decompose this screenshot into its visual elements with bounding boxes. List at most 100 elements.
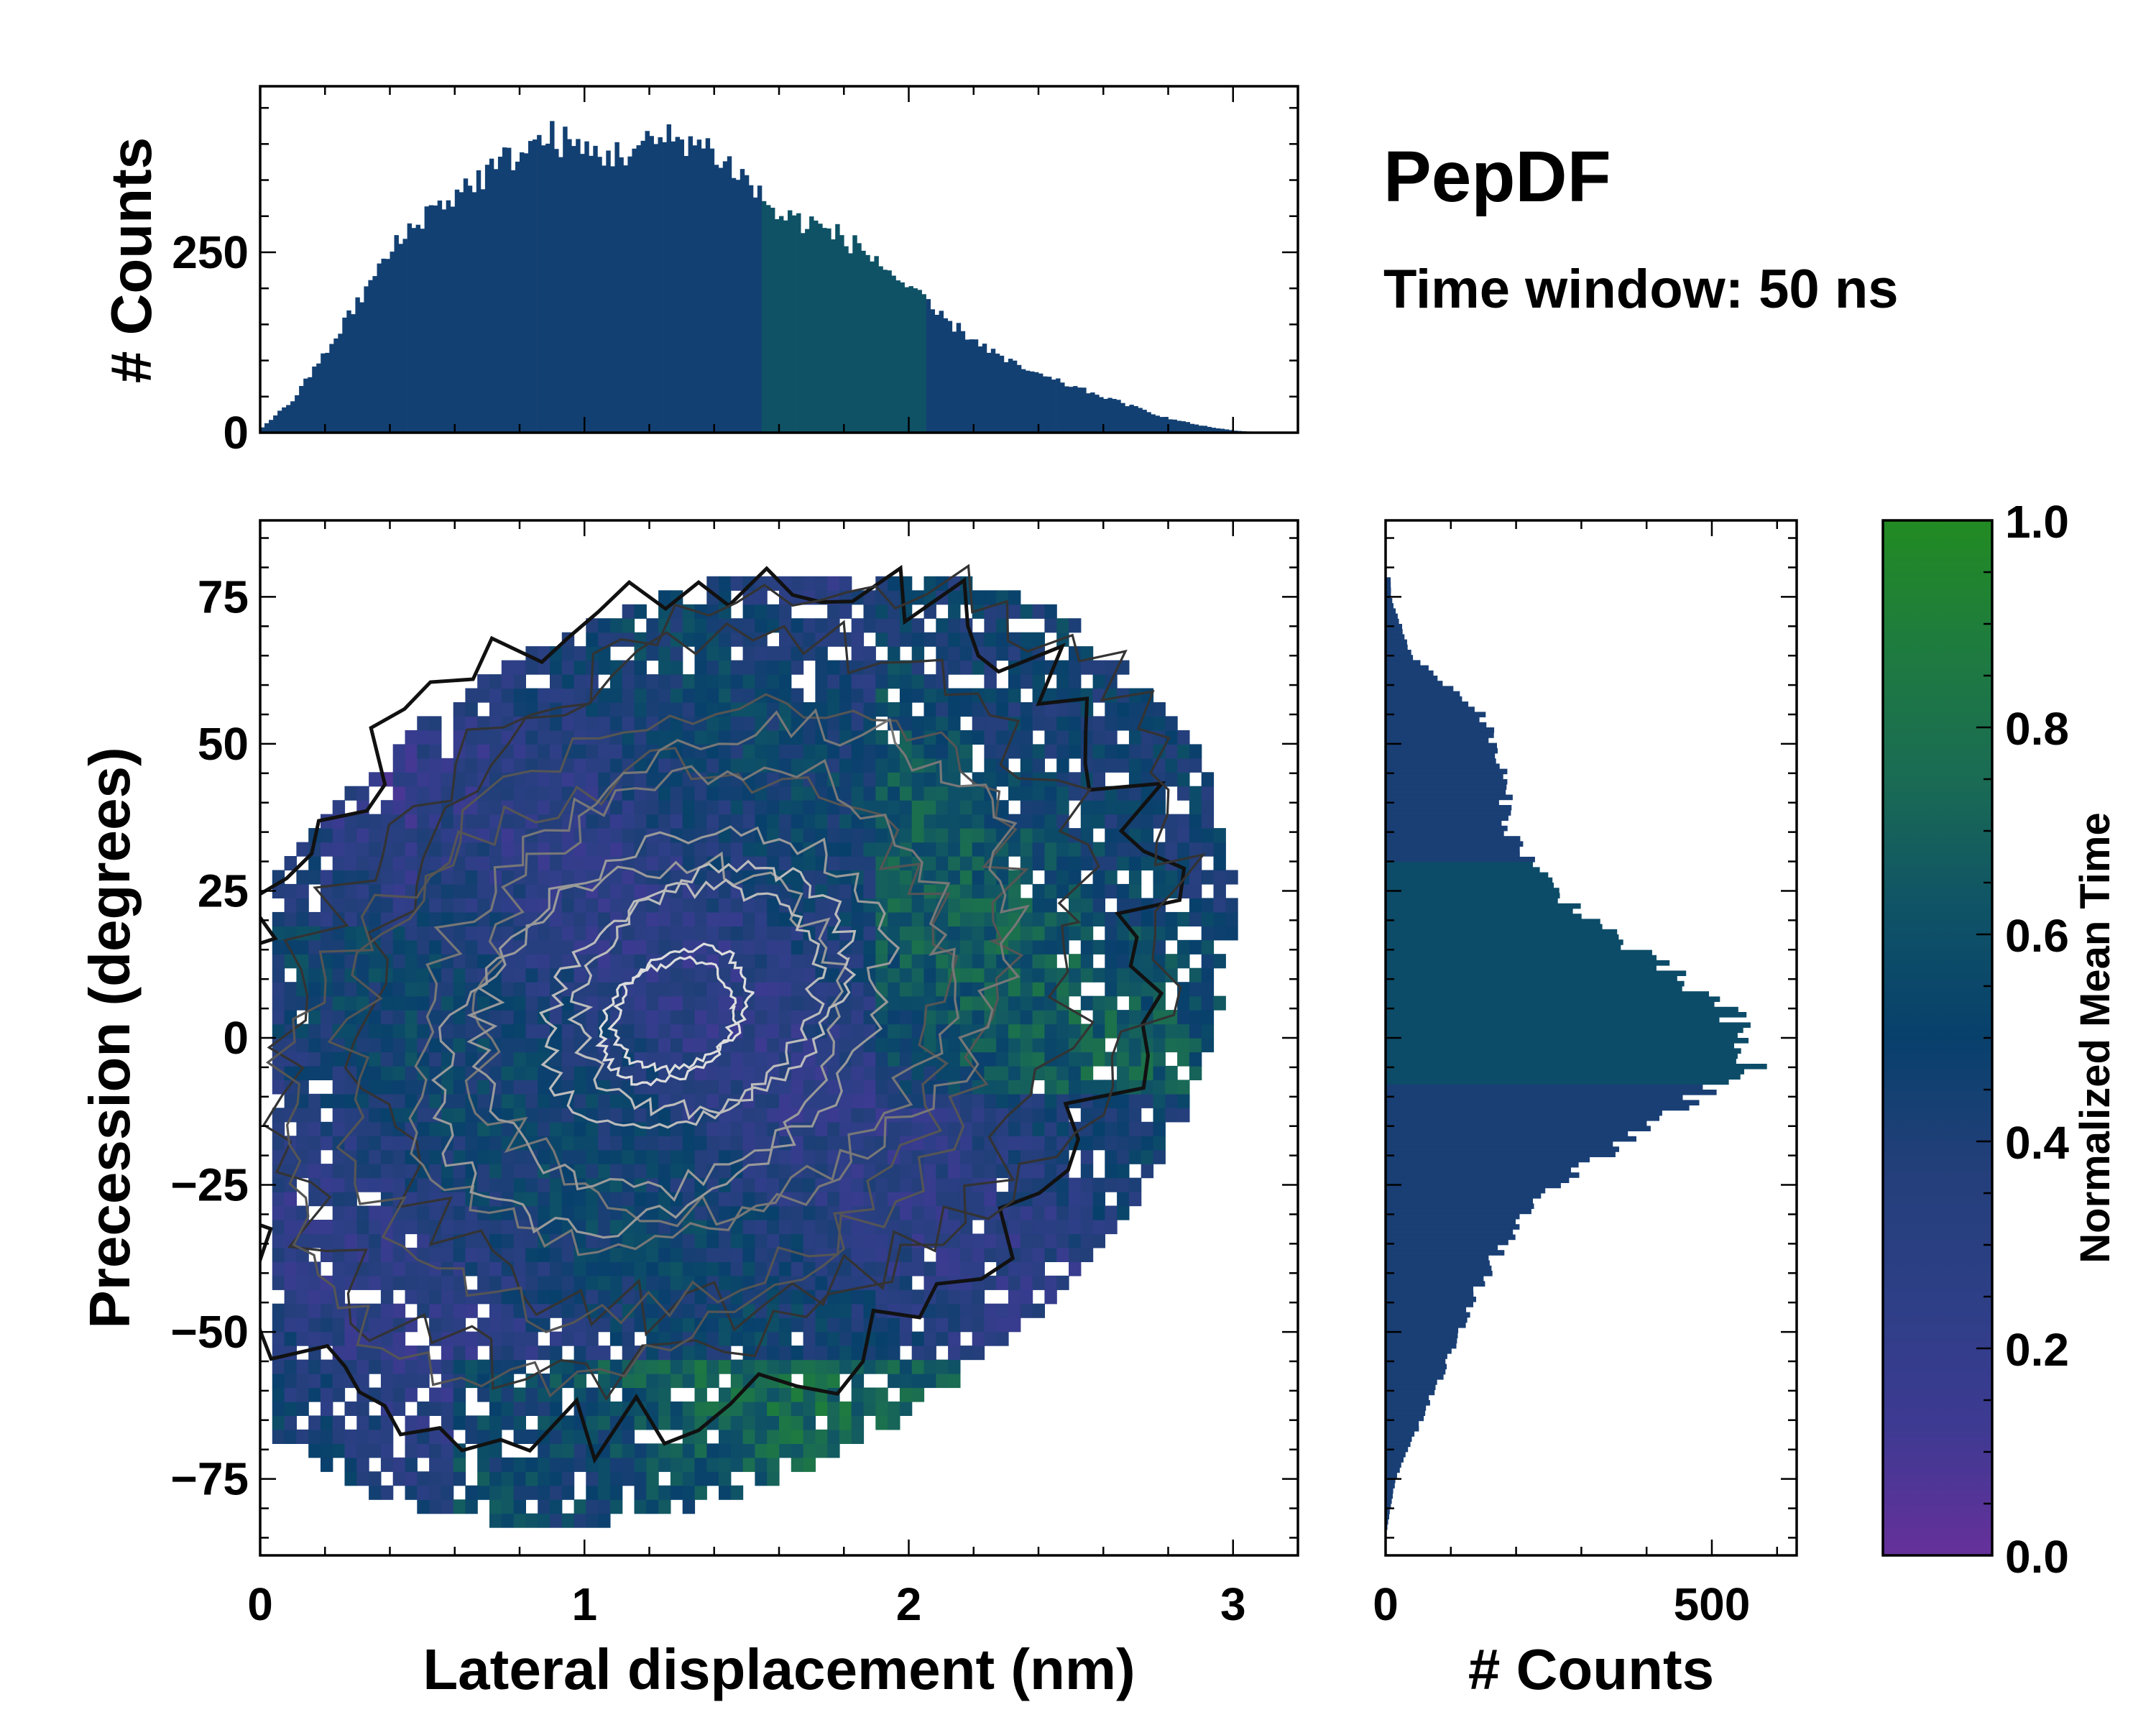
right-histogram-bar: [1386, 650, 1411, 656]
heatmap-cell: [296, 1038, 309, 1053]
heatmap-cell: [1225, 870, 1238, 885]
heatmap-cell: [851, 828, 865, 843]
heatmap-cell: [779, 1359, 792, 1374]
heatmap-cell: [465, 1220, 478, 1235]
heatmap-cell: [1020, 954, 1033, 969]
heatmap-cell: [332, 1261, 346, 1276]
heatmap-cell: [1008, 870, 1021, 885]
heatmap-cell: [513, 702, 526, 717]
heatmap-cell: [1056, 688, 1069, 703]
heatmap-cell: [622, 926, 635, 941]
heatmap-cell: [694, 1303, 707, 1318]
right-histogram-bar: [1386, 644, 1408, 650]
heatmap-cell: [453, 1387, 466, 1402]
heatmap-cell: [417, 1038, 430, 1053]
heatmap-cell: [392, 1261, 406, 1276]
heatmap-cell: [779, 1220, 792, 1235]
heatmap-cell: [369, 1052, 382, 1067]
heatmap-cell: [1020, 814, 1033, 829]
heatmap-cell: [936, 646, 949, 661]
heatmap-cell: [321, 1233, 333, 1248]
heatmap-cell: [839, 856, 852, 871]
heatmap-cell: [429, 744, 442, 759]
heatmap-cell: [321, 1136, 333, 1151]
heatmap-cell: [1032, 1247, 1045, 1262]
heatmap-cell: [272, 939, 285, 954]
heatmap-cell: [863, 1052, 876, 1067]
heatmap-cell: [501, 828, 515, 843]
heatmap-cell: [959, 883, 973, 898]
heatmap-cell: [356, 1443, 369, 1458]
heatmap-cell: [996, 1052, 1009, 1067]
heatmap-cell: [417, 1415, 430, 1430]
top-histogram-bar: [930, 309, 936, 433]
heatmap-cell: [863, 898, 876, 913]
heatmap-cell: [1008, 1303, 1021, 1318]
heatmap-cell: [767, 814, 780, 829]
heatmap-cell: [899, 814, 913, 829]
heatmap-cell: [550, 1457, 563, 1472]
heatmap-cell: [742, 1121, 755, 1136]
heatmap-cell: [742, 1374, 755, 1389]
heatmap-cell: [791, 1052, 804, 1067]
top-histogram-bar: [446, 200, 451, 433]
heatmap-cell: [525, 1485, 538, 1500]
top-histogram-bar: [589, 155, 594, 433]
heatmap-cell: [1105, 939, 1118, 954]
heatmap-cell: [489, 1080, 502, 1095]
heatmap-cell: [513, 716, 526, 731]
heatmap-cell: [1092, 1121, 1105, 1136]
heatmap-cell: [827, 1080, 840, 1095]
heatmap-cell: [272, 1205, 285, 1220]
heatmap-cell: [706, 1149, 719, 1164]
heatmap-cell: [875, 786, 888, 801]
heatmap-cell: [1008, 828, 1021, 843]
heatmap-cell: [911, 1065, 925, 1080]
heatmap-cell: [742, 1247, 755, 1262]
colorbar: 0.00.20.40.60.81.0 Normalized Mean Time: [1881, 496, 2119, 1583]
heatmap-cell: [646, 967, 659, 983]
heatmap-cell: [851, 1346, 865, 1361]
heatmap-cell: [538, 1080, 550, 1095]
heatmap-cell: [332, 870, 346, 885]
heatmap-cell: [959, 814, 973, 829]
density-contour: [344, 564, 1207, 1337]
heatmap-cell: [538, 1415, 550, 1430]
heatmap-cell: [1165, 814, 1178, 829]
heatmap-cell: [1020, 1289, 1033, 1305]
heatmap-cell: [911, 674, 925, 689]
heatmap-cell: [742, 758, 755, 773]
heatmap-cell: [1044, 744, 1057, 759]
heatmap-cell: [1032, 1136, 1045, 1151]
heatmap-cell: [827, 1121, 840, 1136]
heatmap-cell: [742, 800, 755, 815]
heatmap-cell: [609, 1108, 623, 1123]
heatmap-cell: [755, 1233, 768, 1248]
heatmap-cell: [875, 1401, 888, 1416]
heatmap-cell: [899, 898, 913, 913]
heatmap-cell: [538, 967, 550, 983]
top-histogram-bar: [1172, 419, 1177, 433]
heatmap-cell: [682, 911, 696, 926]
top-histogram-bar: [934, 315, 940, 433]
heatmap-cell: [429, 1275, 442, 1290]
heatmap-cell: [598, 1164, 611, 1179]
heatmap-cell: [1092, 1010, 1105, 1025]
heatmap-cell: [513, 730, 526, 745]
heatmap-cell: [513, 1485, 526, 1500]
heatmap-cell: [380, 1205, 394, 1220]
heatmap-cell: [827, 954, 840, 969]
heatmap-cell: [936, 1303, 949, 1318]
heatmap-cell: [1092, 870, 1105, 885]
heatmap-cell: [550, 1010, 563, 1025]
heatmap-cell: [911, 688, 925, 703]
heatmap-cell: [827, 1346, 840, 1361]
heatmap-cell: [730, 1164, 744, 1179]
heatmap-cell: [1201, 814, 1215, 829]
heatmap-cell: [755, 870, 768, 885]
right-histogram-bar: [1386, 1394, 1429, 1401]
top-histogram-bar: [883, 270, 888, 433]
heatmap-cell: [550, 1346, 563, 1361]
heatmap-cell: [730, 1401, 744, 1416]
right-histogram-bar: [1386, 1498, 1392, 1504]
